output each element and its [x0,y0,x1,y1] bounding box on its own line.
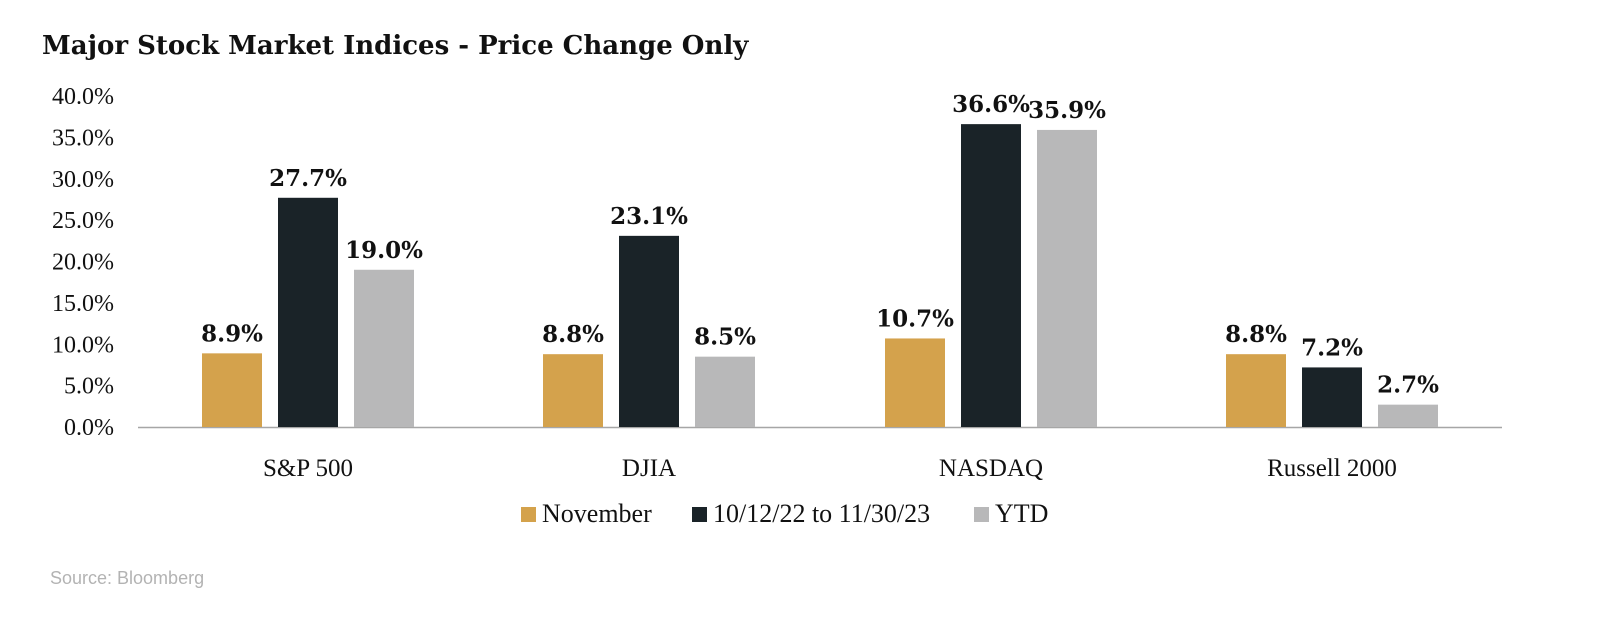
data-label: 8.8% [1225,321,1287,348]
data-label: 8.5% [694,324,756,351]
data-label: 10.7% [876,305,954,332]
x-tick-label: S&P 500 [263,455,353,482]
bar-ytd [354,269,414,427]
legend-label: YTD [995,499,1048,528]
legend-label: 10/12/22 to 11/30/23 [713,499,930,528]
legend: November 10/12/22 to 11/30/23 YTD [521,499,1048,528]
legend-swatch [974,507,989,522]
data-label: 36.6% [952,91,1030,118]
data-label: 8.9% [201,320,263,347]
data-label: 19.0% [345,237,423,264]
legend-swatch [521,507,536,522]
y-tick-label: 25.0% [52,208,114,234]
y-tick-label: 20.0% [52,250,114,276]
x-tick-label: Russell 2000 [1267,455,1397,482]
source-note: Source: Bloomberg [50,568,204,588]
bar-series-group [202,124,1438,428]
x-axis: S&P 500 DJIA NASDAQ Russell 2000 [138,426,1502,482]
data-label: 7.2% [1301,334,1363,361]
bar-ytd [1037,129,1097,428]
y-tick-label: 0.0% [64,415,114,441]
y-tick-label: 30.0% [52,167,114,193]
bar-november [1226,354,1286,427]
bar-ytd [695,356,755,427]
x-tick-label: NASDAQ [939,455,1043,482]
bar-november [885,338,945,427]
data-label: 27.7% [269,165,347,192]
legend-label: November [542,499,652,528]
y-tick-label: 15.0% [52,291,114,317]
bar-ytd [1378,404,1438,427]
bar-10-12-22-to-11-30-23 [961,124,1021,427]
y-axis: 0.0% 5.0% 10.0% 15.0% 20.0% 25.0% 30.0% 35.0% 40… [52,84,114,441]
data-label: 8.8% [542,321,604,348]
y-tick-label: 5.0% [64,374,114,400]
x-tick-label: DJIA [622,455,676,482]
y-tick-label: 40.0% [52,84,114,110]
bar-10-12-22-to-11-30-23 [278,197,338,427]
bar-10-12-22-to-11-30-23 [1302,367,1362,427]
chart-title: Major Stock Market Indices - Price Chang… [42,31,749,61]
y-tick-label: 10.0% [52,332,114,358]
bar-november [202,353,262,427]
bar-november [543,354,603,427]
data-label: 23.1% [610,203,688,230]
data-label: 2.7% [1377,372,1439,399]
y-tick-label: 35.0% [52,125,114,151]
legend-swatch [692,507,707,522]
data-labels-group: 8.9% 8.8% 10.7% 8.8% 27.7% 23.1% 36.6% 7.2% 19.0… [201,91,1439,399]
bar-10-12-22-to-11-30-23 [619,235,679,427]
data-label: 35.9% [1028,97,1106,124]
